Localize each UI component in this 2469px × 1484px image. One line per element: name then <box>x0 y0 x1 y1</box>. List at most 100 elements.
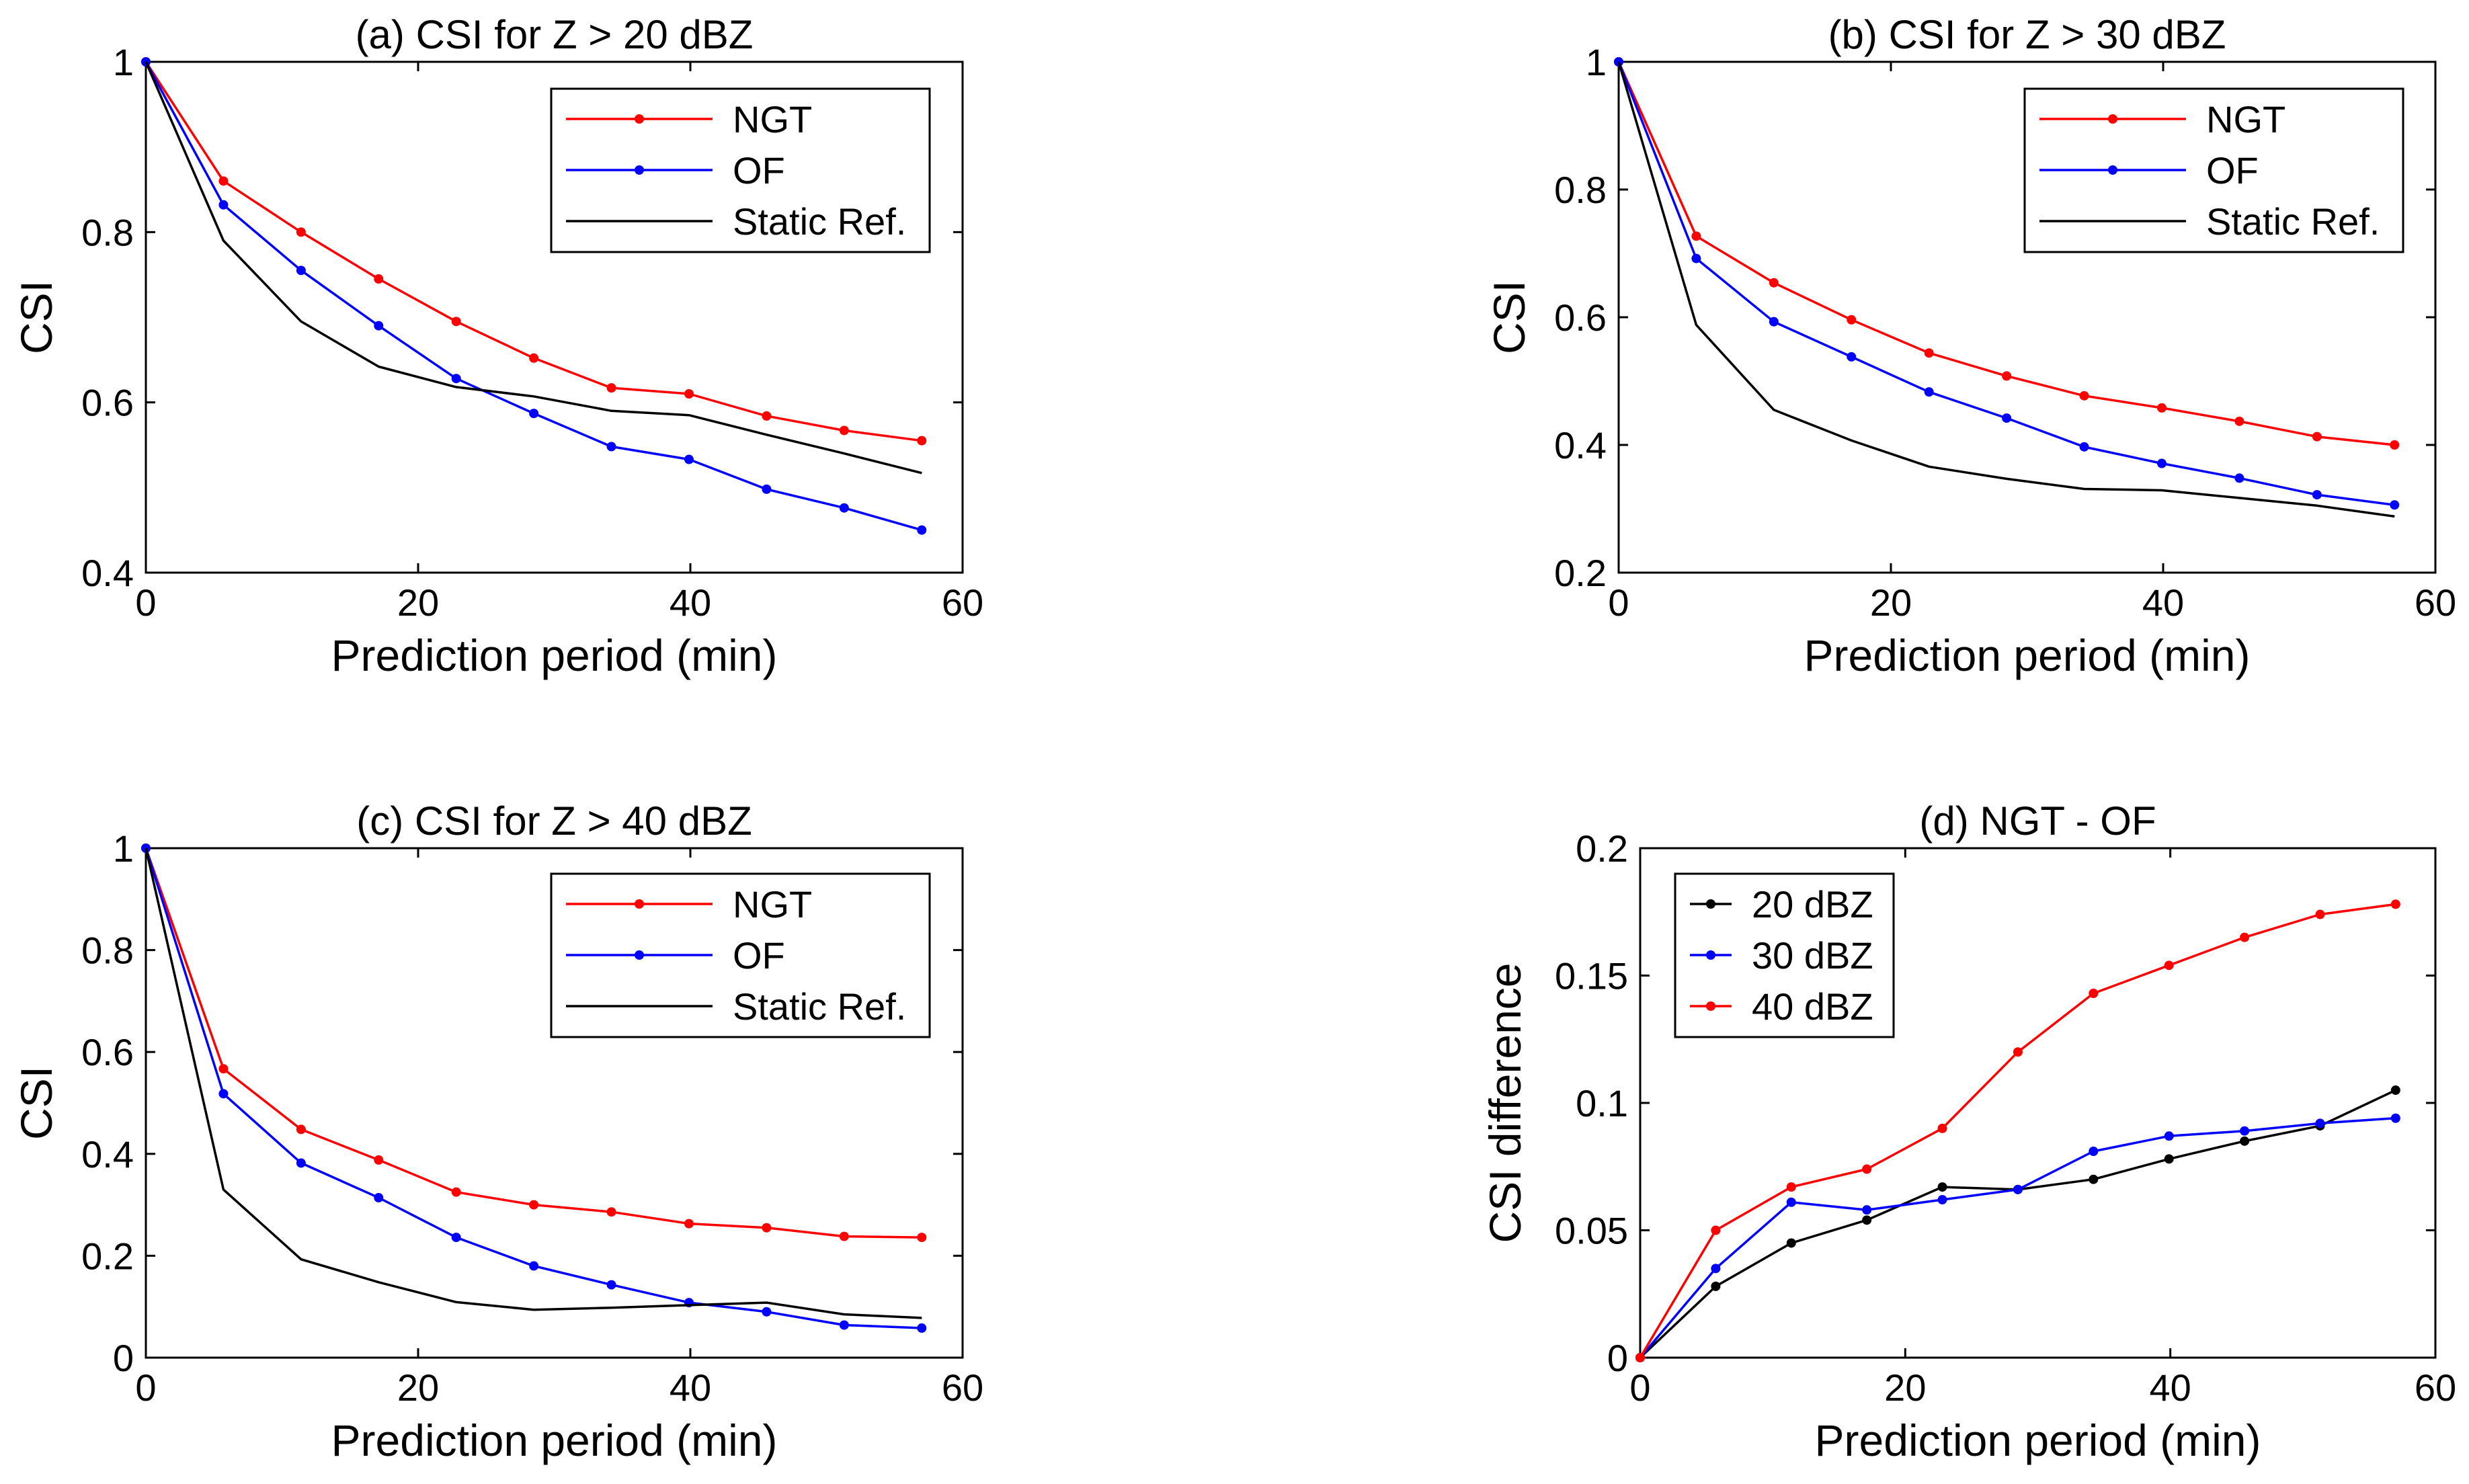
data-point <box>839 1320 849 1330</box>
data-point <box>2013 1184 2023 1194</box>
panel-a: 0 20 40 60 0.4 0.6 0.8 1 (a) CSI for Z > 20 dBZ P… <box>11 12 983 680</box>
legend-label: 30 dBZ <box>1752 934 1873 977</box>
x-tick-label: 0 <box>1629 1366 1650 1409</box>
x-axis-label-d: Prediction period (min) <box>1815 1415 2261 1465</box>
x-axis-label-b: Prediction period (min) <box>1804 630 2251 680</box>
series-line-static-ref- <box>145 848 922 1319</box>
legend-marker <box>635 950 644 960</box>
data-point <box>2079 442 2089 452</box>
plot-area-a <box>145 60 964 574</box>
y-tick-label: 1 <box>113 41 134 83</box>
y-tick-label: 0.6 <box>81 1031 134 1073</box>
chart-title-b: (b) CSI for Z > 30 dBZ <box>1828 12 2226 57</box>
data-point <box>1691 253 1701 263</box>
data-point <box>684 389 694 399</box>
data-point <box>1924 387 1934 397</box>
series-line-static-ref- <box>1617 61 2395 518</box>
data-point <box>529 1200 539 1210</box>
data-point <box>374 274 384 284</box>
data-point <box>1711 1225 1721 1235</box>
data-point <box>2002 413 2012 423</box>
data-point <box>1862 1215 1872 1225</box>
y-tick-label: 0.4 <box>81 552 134 594</box>
y-tick-label: 0 <box>113 1337 134 1379</box>
legend-label: OF <box>733 149 785 192</box>
legend-label: NGT <box>2206 98 2285 140</box>
panel-c: 0 20 40 60 0 0.2 0.4 0.6 0.8 1 (c) CSI for Z > 40 … <box>11 798 983 1465</box>
x-tick-label: 20 <box>397 1366 439 1409</box>
legend-label: NGT <box>733 98 812 140</box>
x-tick-label: 60 <box>942 581 983 624</box>
data-point <box>1786 1197 1796 1207</box>
legend-marker <box>635 114 644 124</box>
x-tick-label: 60 <box>2415 1366 2456 1409</box>
data-point <box>1937 1195 1947 1205</box>
x-tick-label: 40 <box>670 1366 711 1409</box>
data-point <box>917 1323 927 1333</box>
data-point <box>1711 1281 1721 1291</box>
data-point <box>2156 403 2167 413</box>
data-point <box>529 1261 539 1271</box>
data-point <box>1937 1123 1947 1133</box>
chart-title-d: (d) NGT - OF <box>1919 798 2156 843</box>
legend-marker <box>1706 899 1715 909</box>
data-point <box>762 1223 772 1233</box>
data-point <box>1786 1238 1796 1248</box>
data-point <box>917 525 927 535</box>
data-point <box>2240 1126 2250 1136</box>
x-tick-label: 40 <box>2150 1366 2191 1409</box>
data-point <box>684 454 694 464</box>
data-point <box>606 442 616 452</box>
data-point <box>2002 371 2012 381</box>
y-tick-label: 0.1 <box>1576 1082 1628 1124</box>
data-point <box>1635 1353 1645 1362</box>
y-tick-label: 0.8 <box>81 930 134 972</box>
x-tick-label: 60 <box>2415 581 2456 624</box>
legend-d: 20 dBZ 30 dBZ 40 dBZ <box>1674 872 1895 1038</box>
data-point <box>917 1233 927 1243</box>
legend-c: NGT OF Static Ref. <box>550 872 931 1038</box>
y-tick-label: 0.6 <box>1554 296 1607 339</box>
data-point <box>2164 1154 2174 1164</box>
y-tick-label: 0.05 <box>1555 1210 1628 1252</box>
data-point <box>2164 960 2174 971</box>
data-point <box>2240 1136 2250 1146</box>
legend-marker <box>635 165 644 175</box>
legend-marker <box>1706 1001 1715 1011</box>
x-tick-label: 20 <box>397 581 439 624</box>
x-tick-label: 20 <box>1870 581 1912 624</box>
legend-label: 20 dBZ <box>1752 883 1873 925</box>
data-point <box>2013 1047 2023 1057</box>
y-axis-label-b: CSI <box>1484 280 1534 354</box>
data-point <box>1786 1182 1796 1192</box>
data-point <box>762 411 772 421</box>
x-tick-label: 20 <box>1884 1366 1926 1409</box>
x-tick-label: 40 <box>670 581 711 624</box>
data-point <box>451 374 461 384</box>
x-tick-label: 0 <box>135 581 156 624</box>
x-tick-label: 0 <box>135 1366 156 1409</box>
y-tick-label: 1 <box>1586 41 1607 83</box>
legend-label: OF <box>2206 149 2259 192</box>
data-point <box>762 1307 772 1317</box>
data-point <box>1862 1205 1872 1215</box>
panel-b: 0 20 40 60 0.2 0.4 0.6 0.8 1 (b) CSI for Z > 30 d… <box>1484 12 2456 680</box>
data-point <box>2234 416 2244 426</box>
data-point <box>606 1280 616 1290</box>
y-tick-label: 0.2 <box>81 1235 134 1277</box>
data-point <box>374 321 384 331</box>
data-point <box>917 436 927 446</box>
data-point <box>2390 1113 2400 1123</box>
legend-marker <box>2108 165 2117 175</box>
y-tick-label: 0.2 <box>1576 827 1628 870</box>
data-point <box>1847 315 1857 325</box>
data-point <box>2079 390 2089 401</box>
y-axis-label-c: CSI <box>11 1066 61 1140</box>
data-point <box>374 1155 384 1165</box>
data-point <box>839 503 849 513</box>
legend-label: Static Ref. <box>733 985 906 1028</box>
data-point <box>2315 1118 2325 1128</box>
data-point <box>2390 440 2400 450</box>
data-point <box>2390 899 2400 909</box>
y-tick-label: 1 <box>113 827 134 870</box>
